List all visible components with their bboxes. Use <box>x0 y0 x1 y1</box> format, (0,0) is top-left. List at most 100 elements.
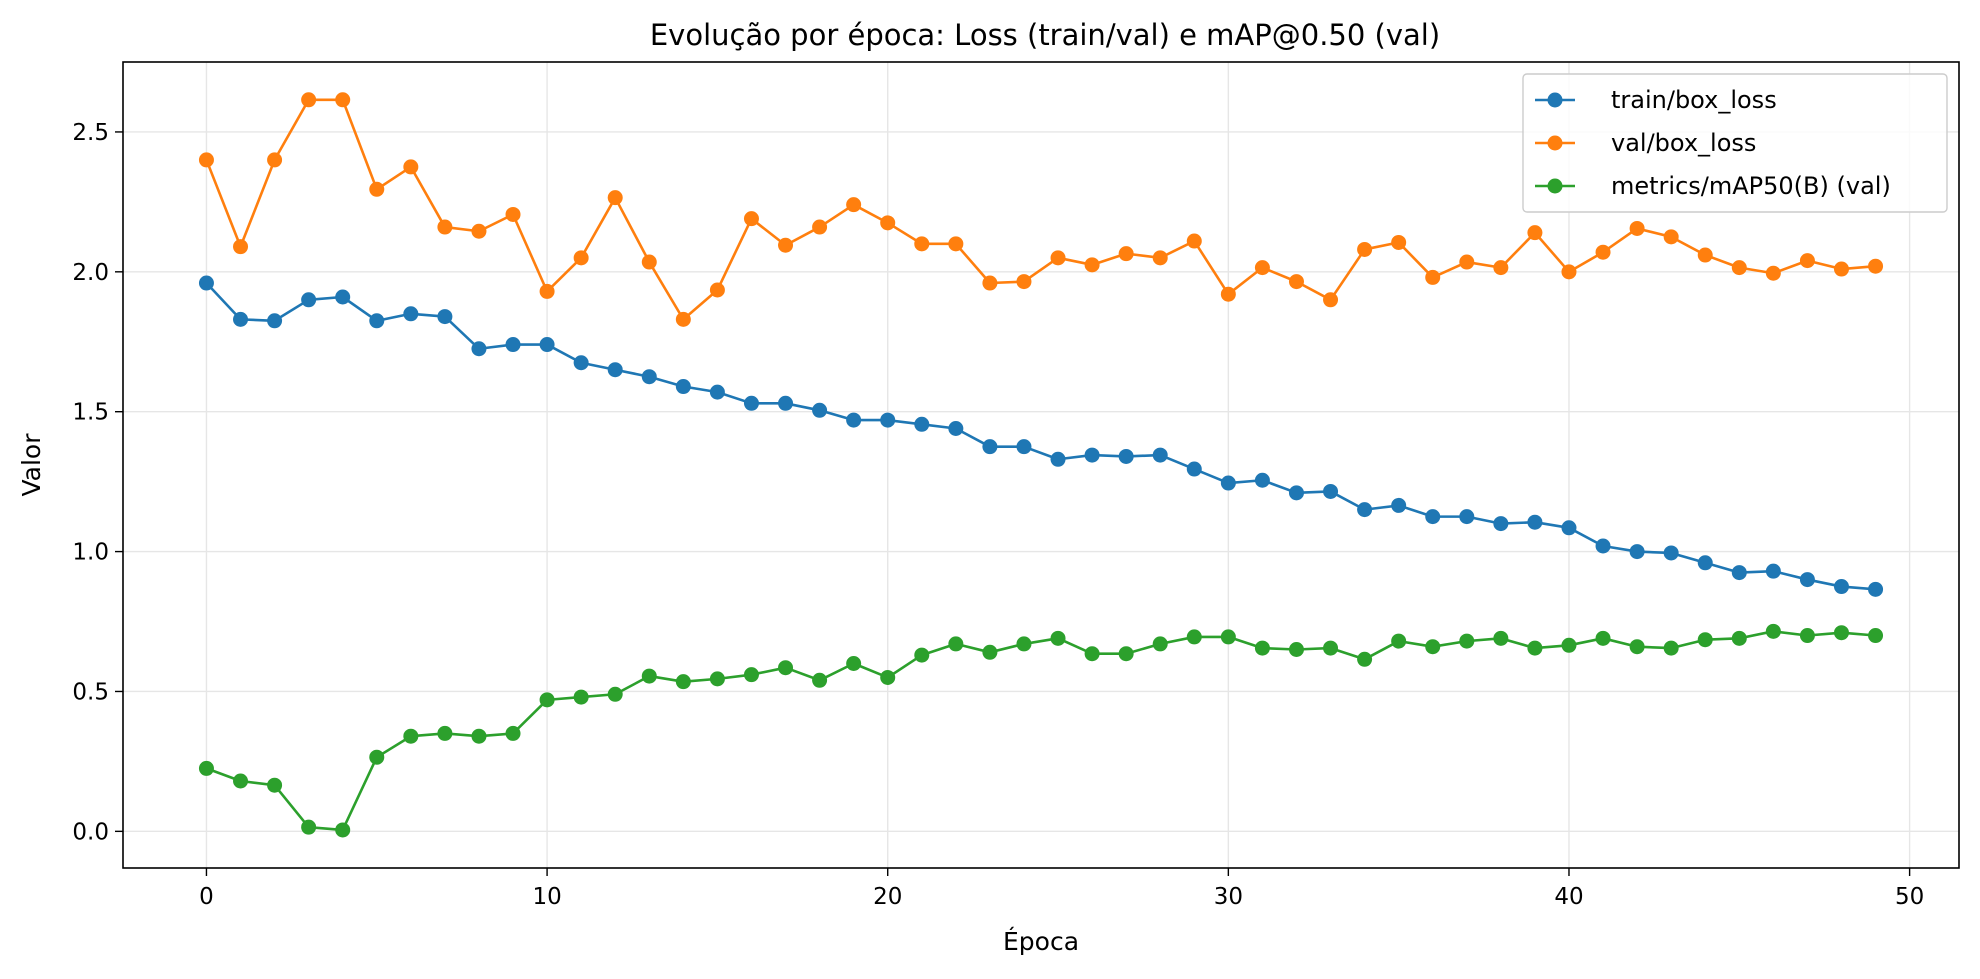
data-point <box>1765 265 1781 281</box>
y-tick-label: 2.5 <box>72 120 109 146</box>
data-point <box>914 647 930 663</box>
data-point <box>982 644 998 660</box>
data-point <box>1186 233 1202 249</box>
data-point <box>914 236 930 252</box>
data-point <box>607 362 623 378</box>
data-point <box>778 395 794 411</box>
data-point <box>1561 520 1577 536</box>
y-tick-label: 1.5 <box>72 400 109 426</box>
data-point <box>1084 257 1100 273</box>
data-point <box>709 671 725 687</box>
data-point <box>233 239 249 255</box>
data-point <box>1288 485 1304 501</box>
data-point <box>505 206 521 222</box>
data-point <box>1220 286 1236 302</box>
x-axis: 0 10 20 30 40 50 <box>199 868 1924 910</box>
data-point <box>607 190 623 206</box>
y-tick-label: 2.0 <box>72 260 109 286</box>
x-axis-label: Época <box>1003 927 1079 956</box>
data-point <box>1833 579 1849 595</box>
data-point <box>335 289 351 305</box>
data-point <box>1425 639 1441 655</box>
data-point <box>573 689 589 705</box>
data-point <box>1663 545 1679 561</box>
data-point <box>335 92 351 108</box>
data-point <box>1799 253 1815 269</box>
data-point <box>1799 572 1815 588</box>
data-point <box>982 275 998 291</box>
data-point <box>1152 636 1168 652</box>
data-point <box>1050 250 1066 266</box>
chart-title: Evolução por época: Loss (train/val) e m… <box>650 18 1440 52</box>
data-point <box>1254 472 1270 488</box>
data-point <box>982 439 998 455</box>
legend-label: metrics/mAP50(B) (val) <box>1611 172 1891 200</box>
data-point <box>1118 448 1134 464</box>
data-point <box>1186 629 1202 645</box>
data-point <box>1016 274 1032 290</box>
data-point <box>369 181 385 197</box>
data-point <box>1697 632 1713 648</box>
data-point <box>233 773 249 789</box>
data-point <box>1254 640 1270 656</box>
data-point <box>369 313 385 329</box>
data-point <box>1629 220 1645 236</box>
data-point <box>1493 516 1509 532</box>
data-point <box>301 92 317 108</box>
data-point <box>471 223 487 239</box>
data-point <box>743 667 759 683</box>
data-point <box>1357 651 1373 667</box>
data-point <box>1629 544 1645 560</box>
data-point <box>335 822 351 838</box>
data-point <box>709 384 725 400</box>
data-point <box>1459 633 1475 649</box>
data-point <box>437 309 453 325</box>
data-point <box>1459 254 1475 270</box>
data-point <box>846 412 862 428</box>
data-point <box>1186 461 1202 477</box>
series-3 <box>198 623 1884 838</box>
data-point <box>1288 274 1304 290</box>
data-point <box>1868 628 1884 644</box>
data-point <box>880 215 896 231</box>
data-point <box>812 219 828 235</box>
y-tick-label: 0.0 <box>72 819 109 845</box>
data-point <box>233 311 249 327</box>
data-point <box>403 159 419 175</box>
data-point <box>505 725 521 741</box>
data-point <box>1663 229 1679 245</box>
data-point <box>812 402 828 418</box>
data-point <box>1697 247 1713 263</box>
data-point <box>641 369 657 385</box>
data-point <box>1425 269 1441 285</box>
series-1 <box>198 275 1884 597</box>
data-point <box>948 636 964 652</box>
data-point <box>1493 630 1509 646</box>
data-point <box>1425 509 1441 525</box>
data-point <box>1493 260 1509 276</box>
data-point <box>1254 260 1270 276</box>
data-point <box>1323 292 1339 308</box>
legend-marker <box>1547 92 1563 108</box>
data-point <box>1152 250 1168 266</box>
data-point <box>1731 260 1747 276</box>
data-point <box>1357 502 1373 518</box>
data-point <box>641 668 657 684</box>
legend-box <box>1522 73 1948 213</box>
data-point <box>778 237 794 253</box>
x-tick-label: 10 <box>532 884 561 910</box>
data-point <box>1561 637 1577 653</box>
data-point <box>539 337 555 353</box>
data-point <box>1595 244 1611 260</box>
legend-marker <box>1547 178 1563 194</box>
data-point <box>1731 565 1747 581</box>
data-point <box>403 728 419 744</box>
y-axis-label: Valor <box>17 433 46 497</box>
x-tick-label: 50 <box>1895 884 1924 910</box>
data-point <box>1629 639 1645 655</box>
data-point <box>675 379 691 395</box>
data-point <box>301 292 317 308</box>
data-point <box>1016 439 1032 455</box>
x-tick-label: 40 <box>1554 884 1583 910</box>
x-tick-label: 0 <box>199 884 214 910</box>
